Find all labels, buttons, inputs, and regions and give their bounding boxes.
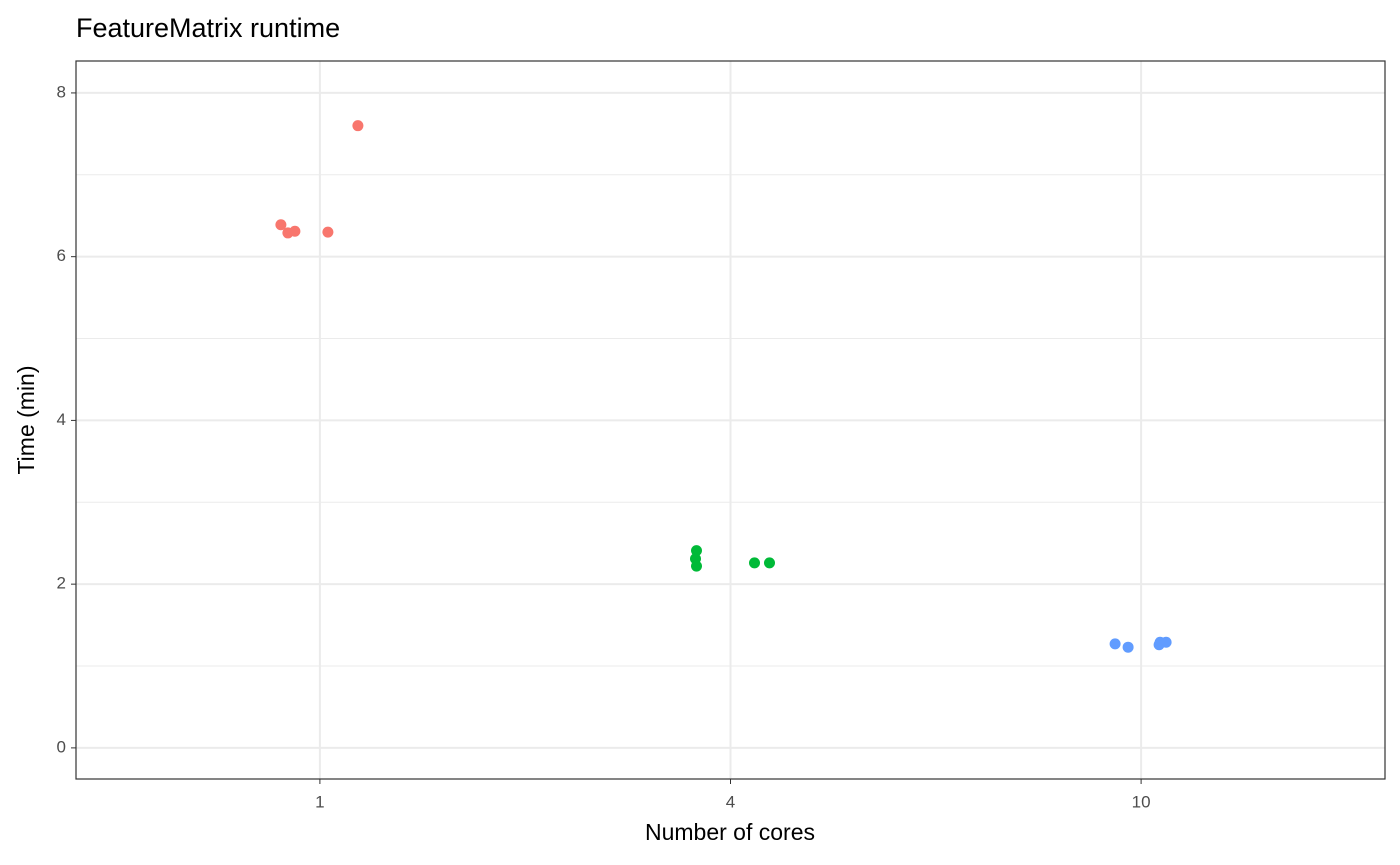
panel-border — [75, 60, 1386, 780]
y-tick-label: 2 — [57, 574, 66, 593]
point — [691, 560, 702, 572]
y-tick-label: 8 — [57, 82, 66, 101]
point — [764, 557, 775, 569]
point — [1109, 638, 1121, 650]
point — [322, 226, 334, 238]
point — [691, 545, 702, 557]
y-tick-label: 4 — [57, 410, 66, 429]
x-tick-label: 4 — [726, 792, 735, 811]
x-axis-label: Number of cores — [645, 819, 815, 845]
point — [275, 219, 287, 231]
chart-title: FeatureMatrix runtime — [76, 13, 340, 43]
y-tick-label: 6 — [57, 246, 66, 265]
x-tick-label: 10 — [1132, 792, 1151, 811]
point — [352, 120, 364, 132]
point — [1122, 641, 1134, 653]
y-tick-label: 0 — [57, 737, 66, 756]
point — [1160, 636, 1172, 648]
point — [289, 225, 301, 237]
x-tick-label: 1 — [315, 792, 324, 811]
y-axis-label: Time (min) — [13, 365, 39, 474]
point — [749, 557, 760, 569]
